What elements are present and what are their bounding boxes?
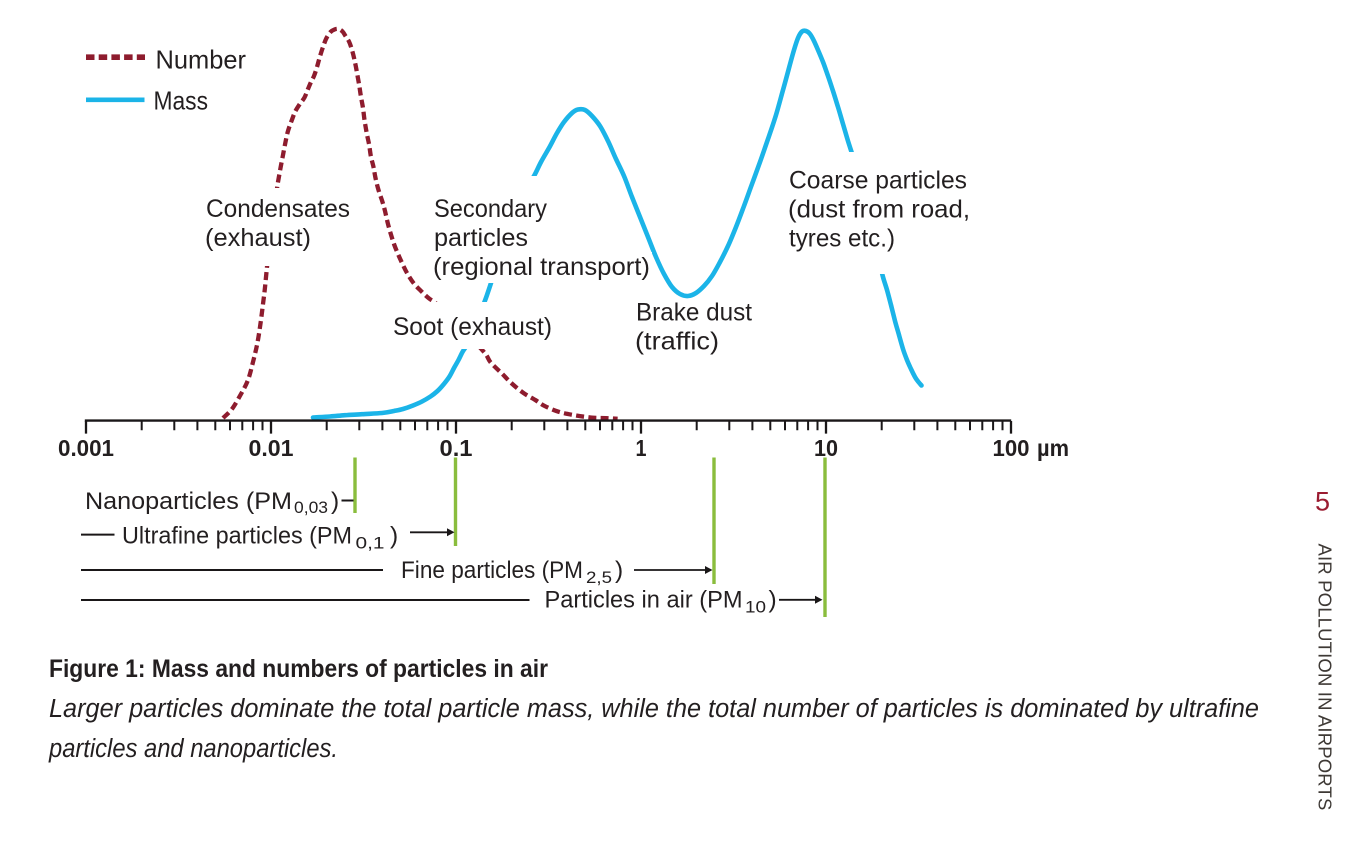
svg-text:Condensates: Condensates xyxy=(206,195,350,223)
svg-text:): ) xyxy=(615,557,623,584)
svg-text:Brake dust: Brake dust xyxy=(636,299,752,327)
svg-text:0.1: 0.1 xyxy=(440,435,473,461)
svg-text:Nanoparticles (PM: Nanoparticles (PM xyxy=(85,488,292,515)
svg-text:Soot (exhaust): Soot (exhaust) xyxy=(393,313,552,341)
svg-text:5: 5 xyxy=(1315,487,1330,517)
svg-text:10: 10 xyxy=(814,435,838,461)
svg-text:(regional transport): (regional transport) xyxy=(433,253,650,281)
svg-text:(traffic): (traffic) xyxy=(635,328,719,356)
svg-text:): ) xyxy=(331,488,339,515)
svg-text:Secondary: Secondary xyxy=(434,195,547,223)
svg-text:Larger particles dominate the: Larger particles dominate the total part… xyxy=(49,695,1259,723)
svg-text:Number: Number xyxy=(156,45,247,75)
svg-text:Particles in air (PM: Particles in air (PM xyxy=(545,587,743,614)
svg-text:particles: particles xyxy=(434,224,528,252)
svg-text:Fine particles (PM: Fine particles (PM xyxy=(401,557,583,584)
svg-text:100: 100 xyxy=(993,435,1030,461)
svg-text:0.001: 0.001 xyxy=(58,435,114,461)
svg-text:0.01: 0.01 xyxy=(249,435,294,461)
svg-text:Mass: Mass xyxy=(154,86,209,116)
svg-text:Figure 1: Mass and numbers of: Figure 1: Mass and numbers of particles … xyxy=(49,655,548,683)
svg-text:(exhaust): (exhaust) xyxy=(205,224,311,252)
svg-text:Coarse particles: Coarse particles xyxy=(789,167,967,195)
svg-text:Ultrafine particles (PM: Ultrafine particles (PM xyxy=(122,523,352,550)
svg-text:AIR POLLUTION IN AIRPORTS: AIR POLLUTION IN AIRPORTS xyxy=(1315,544,1336,813)
svg-text:1: 1 xyxy=(636,435,647,461)
svg-text:0,1: 0,1 xyxy=(356,535,385,553)
svg-text:tyres etc.): tyres etc.) xyxy=(789,225,895,253)
svg-text:): ) xyxy=(769,587,777,614)
svg-text:0,03: 0,03 xyxy=(294,499,328,517)
svg-text:): ) xyxy=(390,523,398,550)
svg-text:particles and nanoparticles.: particles and nanoparticles. xyxy=(48,735,338,763)
svg-text:(dust from road,: (dust from road, xyxy=(788,196,970,224)
svg-text:10: 10 xyxy=(745,599,766,617)
svg-text:µm: µm xyxy=(1037,435,1069,461)
svg-text:2,5: 2,5 xyxy=(586,569,612,587)
